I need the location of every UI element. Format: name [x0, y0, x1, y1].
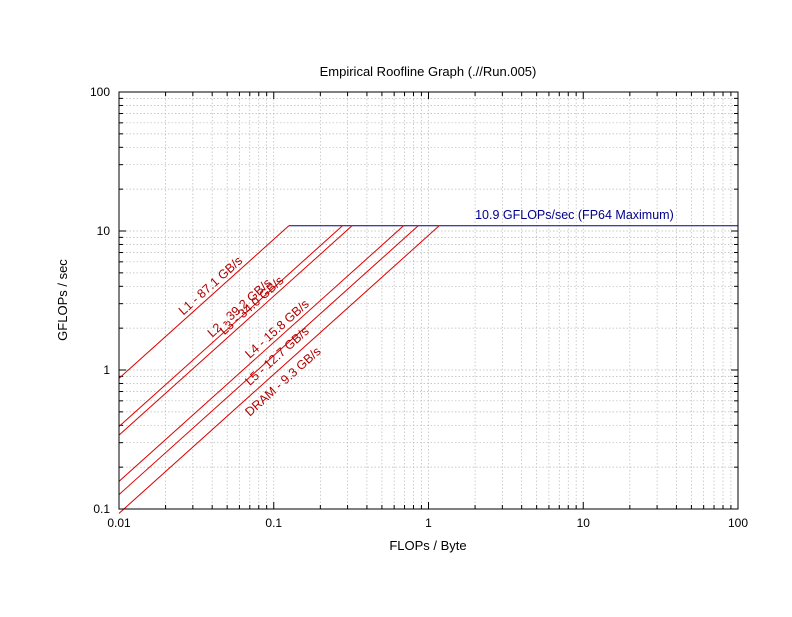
bandwidth-line: [118, 225, 440, 514]
roofline-lines: [118, 225, 738, 514]
bandwidth-line: [118, 225, 419, 495]
peak-label: 10.9 GFLOPs/sec (FP64 Maximum): [475, 208, 674, 222]
bandwidth-line: [118, 225, 353, 436]
chart-title: Empirical Roofline Graph (.//Run.005): [320, 64, 537, 79]
grid: [119, 92, 738, 509]
y-tick-label: 10: [97, 224, 111, 238]
x-tick-label: 100: [728, 516, 748, 530]
x-axis-title: FLOPs / Byte: [389, 538, 466, 553]
bandwidth-line: [118, 225, 290, 379]
x-tick-label: 0.1: [265, 516, 282, 530]
y-tick-label: 100: [90, 85, 110, 99]
x-tick-label: 1: [425, 516, 432, 530]
bandwidth-line: [118, 225, 343, 427]
bandwidth-line: [118, 225, 404, 482]
y-tick-label: 1: [103, 363, 110, 377]
x-tick-label: 0.01: [107, 516, 131, 530]
x-tick-label: 10: [577, 516, 591, 530]
y-axis-title: GFLOPs / sec: [55, 259, 70, 341]
plot-frame: [118, 91, 739, 510]
y-tick-label: 0.1: [93, 502, 110, 516]
